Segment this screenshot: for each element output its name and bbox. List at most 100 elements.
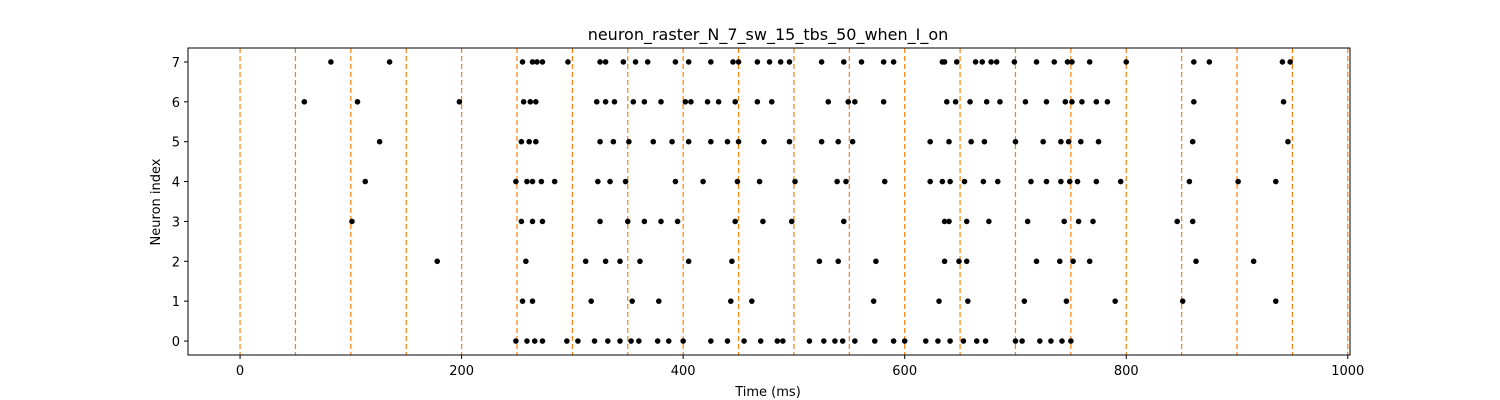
spike-marker: [328, 59, 334, 65]
spike-marker: [1012, 338, 1019, 344]
spike-marker: [786, 138, 793, 145]
spike-marker: [523, 258, 529, 265]
stimulus-lines: [239, 48, 1349, 355]
spike-marker: [1059, 338, 1065, 344]
x-tick-label: 600: [892, 364, 917, 379]
spike-marker: [993, 59, 1000, 65]
spike-marker: [1066, 178, 1073, 185]
spike-marker: [632, 59, 639, 65]
x-axis-label: Time (ms): [734, 385, 801, 400]
spike-marker: [1250, 258, 1257, 265]
spike-marker: [1093, 99, 1100, 105]
spike-marker: [890, 338, 897, 344]
spike-marker: [575, 338, 581, 344]
spike-marker: [595, 178, 601, 185]
y-tick-label: 0: [172, 335, 180, 350]
spike-marker: [602, 258, 609, 265]
spike-marker: [605, 338, 611, 344]
spike-marker: [927, 138, 933, 145]
spike-marker: [1189, 138, 1196, 145]
spike-marker: [1021, 298, 1028, 304]
spike-marker: [349, 218, 355, 225]
spike-marker: [434, 258, 441, 265]
spike-marker: [654, 338, 661, 344]
spike-marker: [565, 59, 571, 65]
spike-marker: [735, 59, 742, 65]
spike-marker: [766, 59, 773, 65]
spike-marker: [564, 338, 570, 344]
spike-marker: [968, 138, 974, 145]
spike-marker: [588, 298, 595, 304]
spike-marker: [597, 59, 603, 65]
spike-marker: [963, 258, 970, 265]
spike-marker: [941, 59, 948, 65]
spike-marker: [1235, 178, 1241, 185]
spike-marker: [529, 178, 536, 185]
spike-marker: [1056, 258, 1063, 265]
plot-frame: [187, 47, 1351, 356]
spike-marker: [529, 218, 536, 225]
spike-marker: [636, 338, 642, 344]
spike-marker: [704, 99, 711, 105]
spike-marker: [852, 338, 858, 344]
spike-marker: [777, 59, 784, 65]
spike-marker: [1090, 218, 1096, 225]
spike-marker: [674, 218, 681, 225]
spike-marker: [1117, 178, 1124, 185]
spike-marker: [1279, 59, 1286, 65]
spike-marker: [890, 59, 897, 65]
x-tick-label: 800: [1114, 364, 1139, 379]
spike-marker: [880, 99, 887, 105]
spike-marker: [529, 59, 536, 65]
spike-marker: [821, 338, 827, 344]
spike-marker: [597, 218, 603, 225]
spike-marker: [981, 138, 988, 145]
spike-marker: [786, 59, 793, 65]
spike-marker: [518, 138, 525, 145]
spike-marker: [960, 338, 967, 344]
spike-marker: [644, 59, 651, 65]
spike-marker: [788, 218, 795, 225]
spike-marker: [965, 298, 971, 304]
spike-marker: [354, 99, 361, 105]
spike-marker: [982, 338, 989, 344]
spike-marker: [538, 178, 545, 185]
spike-marker: [732, 99, 739, 105]
spike-marker: [1065, 138, 1072, 145]
spike-marker: [1086, 59, 1093, 65]
spike-marker: [622, 178, 629, 185]
spike-marker: [591, 338, 598, 344]
x-tick-label: 0: [236, 364, 244, 379]
spike-marker: [1280, 99, 1287, 105]
spike-marker: [979, 59, 986, 65]
spike-marker: [1079, 99, 1085, 105]
spike-marker: [524, 178, 530, 185]
spike-marker: [980, 178, 987, 185]
y-tick-label: 3: [172, 215, 180, 230]
spike-marker: [685, 59, 692, 65]
spike-marker: [973, 338, 980, 344]
spike-marker: [1062, 99, 1069, 105]
spike-marker: [825, 99, 832, 105]
spike-marker: [1095, 138, 1102, 145]
spike-marker: [513, 178, 519, 185]
spike-marker: [1287, 59, 1293, 65]
spike-marker: [816, 258, 823, 265]
spike-marker: [754, 99, 761, 105]
chart-title: neuron_raster_N_7_sw_15_tbs_50_when_I_on: [588, 25, 949, 45]
spike-marker: [1093, 178, 1100, 185]
x-tick-label: 1000: [1331, 364, 1364, 379]
spike-marker: [629, 298, 635, 304]
spike-marker: [780, 338, 786, 344]
x-tick-label: 200: [449, 364, 474, 379]
spike-marker: [1285, 138, 1291, 145]
spike-marker: [1019, 338, 1025, 344]
spike-marker: [757, 338, 764, 344]
spike-marker: [761, 138, 767, 145]
spike-marker: [961, 178, 968, 185]
spike-marker: [832, 338, 838, 344]
y-tick-label: 6: [172, 96, 180, 111]
y-axis: 0 1 2 3 4 5 6 7: [172, 56, 188, 350]
spike-marker: [1033, 258, 1040, 265]
